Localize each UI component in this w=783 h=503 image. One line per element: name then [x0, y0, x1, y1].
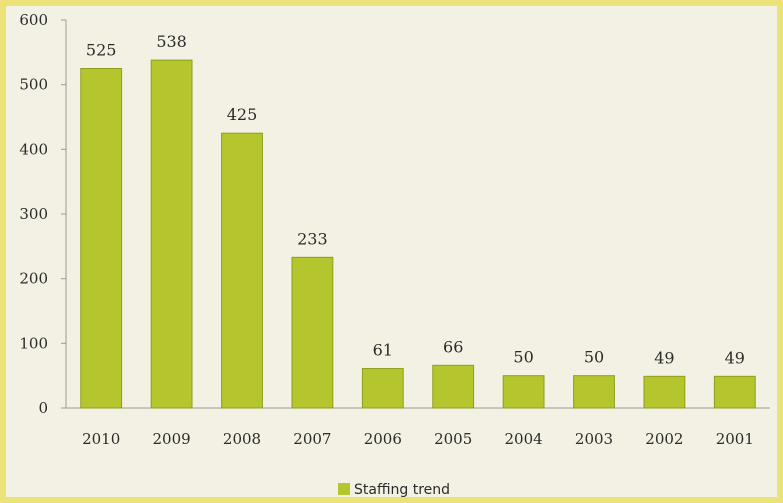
- data-label-2007: 233: [297, 229, 328, 248]
- x-tick-label-2006: 2006: [364, 430, 402, 448]
- bar-2010: [80, 68, 123, 409]
- plot-background: [6, 6, 777, 497]
- data-label-2003: 50: [584, 348, 604, 367]
- bar-2008: [221, 132, 263, 409]
- y-tick-label: 300: [19, 205, 48, 223]
- y-tick-label: 400: [19, 140, 48, 158]
- x-tick-label-2001: 2001: [716, 430, 754, 448]
- y-axis-ticks: 0 100 200 300 400 500 600: [19, 11, 66, 417]
- data-label-2006: 61: [373, 341, 393, 360]
- x-tick-label-2003: 2003: [575, 430, 613, 448]
- bar-2006: [361, 368, 404, 409]
- y-tick-label: 0: [38, 399, 48, 417]
- data-labels: 525 538 425 233 61 66 50 50 49 49: [86, 32, 745, 367]
- x-tick-label-2008: 2008: [223, 430, 261, 448]
- legend: Staffing trend: [338, 482, 450, 498]
- y-tick-label: 500: [19, 76, 48, 94]
- legend-label: Staffing trend: [354, 482, 450, 498]
- x-tick-label-2002: 2002: [645, 430, 683, 448]
- x-tick-label-2009: 2009: [153, 430, 191, 448]
- data-label-2005: 66: [443, 337, 463, 356]
- bar-2007: [291, 256, 334, 409]
- bar-2001: [713, 375, 756, 409]
- x-tick-label-2004: 2004: [505, 430, 543, 448]
- x-tick-label-2005: 2005: [434, 430, 472, 448]
- data-label-2010: 525: [86, 41, 117, 60]
- x-tick-label-2007: 2007: [293, 430, 331, 448]
- y-tick-label: 600: [19, 11, 48, 29]
- data-label-2008: 425: [227, 105, 258, 124]
- bar-2004: [502, 375, 545, 409]
- data-label-2004: 50: [513, 348, 533, 367]
- data-label-2002: 49: [654, 348, 674, 367]
- bar-series: [80, 59, 756, 409]
- x-axis-ticks: 2010 2009 2008 2007 2006 2005 2004 2003 2002 2001: [82, 430, 754, 448]
- bar-2003: [573, 375, 615, 409]
- bar-2002: [643, 375, 686, 409]
- y-tick-label: 100: [19, 334, 48, 352]
- x-tick-label-2010: 2010: [82, 430, 120, 448]
- y-tick-label: 200: [19, 270, 48, 288]
- legend-swatch: [338, 483, 350, 495]
- data-label-2001: 49: [725, 348, 745, 367]
- data-label-2009: 538: [156, 32, 187, 51]
- bar-2009: [150, 59, 193, 409]
- bar-2005: [432, 364, 475, 409]
